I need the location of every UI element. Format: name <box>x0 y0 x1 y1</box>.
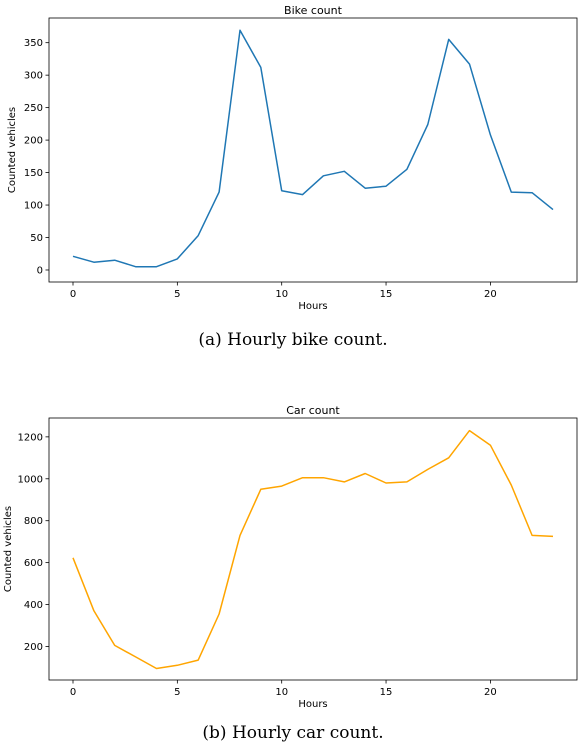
chart-1-x-tick-label: 10 <box>275 289 288 300</box>
caption-b: (b) Hourly car count. <box>202 723 384 743</box>
chart-2-plot-frame <box>48 417 578 681</box>
chart-1-y-tick-label: 250 <box>24 103 43 114</box>
chart-1-series-line <box>72 29 554 268</box>
chart-2-y-tick-label: 600 <box>24 558 43 569</box>
chart-2-y-tick-label: 1200 <box>18 432 43 443</box>
caption-a: (a) Hourly bike count. <box>198 330 388 350</box>
chart-1-y-axis-title: Counted vehicles <box>7 107 18 193</box>
chart-1-x-tick-label: 5 <box>174 289 180 300</box>
chart-1-y-tick-label: 100 <box>24 201 43 212</box>
chart-1-y-tick-label: 200 <box>24 136 43 147</box>
chart-2-x-tick-label: 0 <box>70 687 76 698</box>
chart-2-y-axis-title: Counted vehicles <box>3 506 14 592</box>
chart-2-y-tick-label: 1000 <box>18 474 43 485</box>
chart-1-title: Bike count <box>284 4 343 17</box>
chart-2-x-tick-label: 5 <box>174 687 180 698</box>
chart-1-x-tick-label: 0 <box>70 289 76 300</box>
chart-2-x-tick-label: 20 <box>484 687 497 698</box>
chart-1-y-tick-label: 300 <box>24 71 43 82</box>
chart-2-series-line <box>72 429 554 670</box>
chart-1-y-tick-label: 150 <box>24 168 43 179</box>
chart-2-x-tick-label: 10 <box>275 687 288 698</box>
chart-2-y-tick-label: 400 <box>24 600 43 611</box>
chart-2-x-tick-label: 15 <box>380 687 393 698</box>
chart-1-x-tick-label: 15 <box>380 289 393 300</box>
chart-1-plot-frame <box>48 17 578 283</box>
chart-2-y-tick-label: 200 <box>24 642 43 653</box>
chart-1-x-tick-label: 20 <box>484 289 497 300</box>
chart-1-x-axis-title: Hours <box>298 301 327 312</box>
chart-1-y-tick-label: 50 <box>30 233 43 244</box>
chart-2-x-axis-title: Hours <box>298 699 327 710</box>
chart-2-title: Car count <box>286 404 340 417</box>
chart-2-y-tick-label: 800 <box>24 516 43 527</box>
chart-1-y-tick-label: 0 <box>37 265 43 276</box>
chart-1-y-tick-label: 350 <box>24 38 43 49</box>
